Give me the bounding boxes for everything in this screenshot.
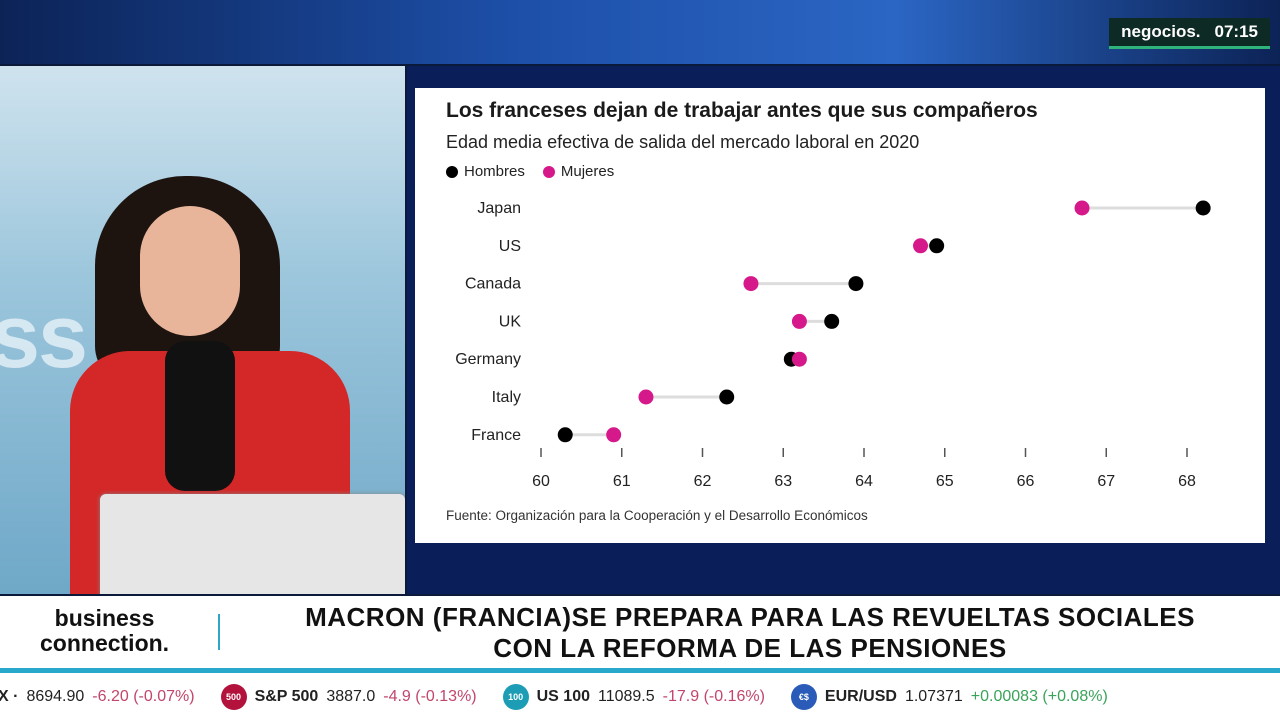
category-label: Italy (492, 389, 521, 406)
x-tick-label: 63 (774, 473, 792, 490)
category-label: US (499, 238, 521, 255)
index-badge-icon: 500 (220, 683, 247, 710)
dot-hombres (824, 313, 840, 329)
chart-title: Los franceses dejan de trabajar antes qu… (446, 99, 1038, 122)
ticker-value: 8694.90 (26, 687, 85, 705)
x-tick-label: 62 (694, 473, 712, 490)
ticker-name: EUR/USD (824, 687, 897, 705)
channel-brand: negocios. 07:15 (1109, 18, 1270, 49)
ticker-change: +0.00083 (+0.08%) (970, 687, 1108, 705)
ticker-value: 11089.5 (598, 687, 655, 705)
show-name: business connection. (40, 606, 169, 656)
dot-mujeres (638, 389, 654, 405)
index-badge-icon: €$ (790, 683, 817, 710)
presenter-sweater (165, 341, 235, 491)
ticker-item: €$ EUR/USD 1.07371 +0.00083 (+0.08%) (790, 683, 1108, 710)
market-ticker: X · 8694.90 -6.20 (-0.07%) 500 S&P 500 3887.0… (0, 668, 1280, 720)
ticker-item: 500 S&P 500 3887.0 -4.9 (-0.13%) (220, 683, 477, 710)
headline-line2: CON LA REFORMA DE LAS PENSIONES (493, 633, 1007, 663)
clock: 07:15 (1214, 22, 1258, 41)
dot-mujeres (606, 427, 622, 443)
lower-third: business connection. MACRON (FRANCIA)SE P… (0, 596, 1280, 668)
ticker-change: -6.20 (-0.07%) (92, 687, 195, 705)
legend: Hombres Mujeres (446, 163, 614, 180)
x-tick-label: 68 (1178, 473, 1196, 490)
dot-hombres (848, 276, 864, 292)
presenter-video: ss onn (0, 66, 405, 594)
category-label: France (471, 427, 521, 444)
x-tick-label: 61 (613, 473, 631, 490)
laptop (100, 494, 405, 594)
ticker-item: X · 8694.90 -6.20 (-0.07%) (0, 688, 195, 706)
legend-item-mujeres: Mujeres (542, 163, 615, 180)
ticker-change: -17.9 (-0.16%) (662, 687, 765, 705)
x-tick-label: 60 (532, 473, 550, 490)
legend-label: Mujeres (560, 163, 615, 180)
x-tick-label: 66 (1017, 473, 1035, 490)
chart-source: Fuente: Organización para la Cooperación… (446, 508, 868, 523)
index-badge-icon: 100 (502, 683, 529, 710)
legend-swatch (542, 165, 555, 178)
headline-line1: MACRON (FRANCIA)SE PREPARA PARA LAS REVU… (305, 602, 1195, 632)
x-tick-label: 65 (936, 473, 954, 490)
top-banner: negocios. 07:15 (0, 0, 1280, 64)
ticker-name: US 100 (536, 687, 590, 705)
ticker-value: 3887.0 (326, 687, 376, 705)
show-name-line1: business (54, 605, 155, 631)
dot-hombres (557, 427, 573, 443)
dot-plot: Japan US Canada UK Germany Italy France 60 61 62 6… (455, 200, 1211, 490)
show-name-line2: connection. (40, 630, 170, 656)
legend-label: Hombres (464, 163, 525, 180)
ticker-name: X · (0, 687, 19, 705)
legend-item-hombres: Hombres (446, 163, 525, 180)
ticker-name: S&P 500 (254, 687, 319, 705)
category-label: UK (499, 313, 522, 330)
x-tick-label: 67 (1097, 473, 1115, 490)
divider (218, 614, 220, 650)
dot-mujeres (743, 276, 759, 292)
category-label: Canada (465, 276, 521, 293)
presenter-face (140, 206, 240, 336)
dot-mujeres (791, 313, 807, 329)
dot-mujeres (1074, 200, 1090, 216)
legend-swatch (446, 165, 458, 178)
dot-hombres (719, 389, 735, 405)
dot-hombres (1195, 200, 1211, 216)
chart-subtitle: Edad media efectiva de salida del mercad… (446, 132, 920, 152)
dot-hombres (929, 238, 945, 254)
channel-name: negocios. (1121, 22, 1201, 41)
ticker-item: 100 US 100 11089.5 -17.9 (-0.16%) (502, 683, 765, 710)
category-label: Japan (477, 200, 521, 217)
chart-card: Japan US Canada UK Germany Italy France 60 61 62 6… (415, 88, 1265, 543)
dot-mujeres (791, 351, 807, 367)
headline: MACRON (FRANCIA)SE PREPARA PARA LAS REVU… (230, 602, 1270, 664)
category-label: Germany (455, 351, 521, 368)
ticker-change: -4.9 (-0.13%) (383, 687, 477, 705)
x-tick-label: 64 (855, 473, 873, 490)
dot-mujeres (913, 238, 929, 254)
ticker-value: 1.07371 (904, 687, 963, 705)
